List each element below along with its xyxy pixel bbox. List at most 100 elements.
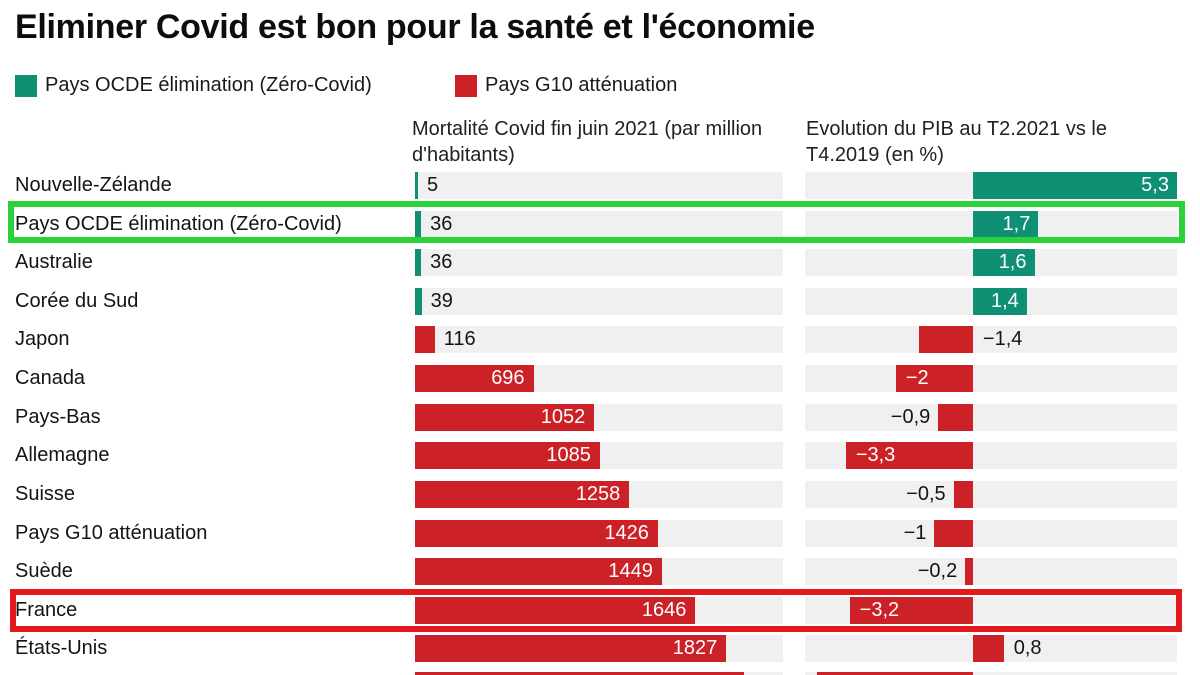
mortality-bar [415,326,435,354]
column-header-mortality: Mortalité Covid fin juin 2021 (par milli… [412,118,763,166]
mortality-track: 1052 [415,403,783,431]
gdp-bar [845,442,973,470]
gdp-track: −3,3 [805,442,1177,470]
mortality-value: 116 [443,328,476,351]
gdp-bar [816,672,973,675]
mortality-track: 5 [415,172,783,199]
gdp-track: 1,7 [805,210,1177,238]
gdp-track: 1,4 [805,287,1177,315]
row-label: France [15,598,78,621]
gdp-track: 1,6 [805,249,1177,277]
mortality-value: 36 [430,212,453,235]
gdp-track: −0,5 [805,480,1177,508]
mortality-track: 1827 [415,635,783,663]
table-row: États-Unis 1827 0,8 [0,629,1200,668]
gdp-value: −1 [903,521,927,544]
gdp-bar [972,287,1027,315]
row-label [15,666,407,675]
mortality-value: 36 [430,251,453,274]
table-row [0,666,1200,675]
table-row: Suisse 1258 −0,5 [0,475,1200,514]
row-label: Japon [15,328,70,351]
mortality-bar [415,480,630,508]
gdp-value: −0,9 [890,405,931,428]
row-label: Canada [15,367,86,390]
mortality-value: 5 [427,174,439,196]
table-row: Pays OCDE élimination (Zéro-Covid) 36 1,7 [0,205,1200,244]
mortality-track: 116 [415,326,783,354]
gdp-value: −2 [905,367,929,390]
table-row: Corée du Sud 39 1,4 [0,282,1200,321]
gdp-value: −1,4 [982,328,1023,351]
table-row: Nouvelle-Zélande 5 5,3 [0,166,1200,205]
table-row: Japon 116 −1,4 [0,320,1200,359]
table-row: Australie 36 1,6 [0,243,1200,282]
gdp-track: −3,2 [805,596,1177,624]
mortality-value: 696 [491,367,525,390]
mortality-bar [415,365,534,393]
row-label: Australie [15,251,93,274]
gdp-bar [849,596,973,624]
gdp-value: −3,2 [859,598,900,621]
mortality-bar [415,596,696,624]
gdp-track: −0,9 [805,403,1177,431]
mortality-bar [415,210,422,238]
gdp-value: −0,5 [906,482,946,505]
mortality-track [415,672,783,675]
mortality-bar [415,672,744,675]
gdp-track [805,672,1177,675]
gdp-bar [965,558,973,586]
gdp-value: 5,3 [1141,174,1169,196]
mortality-value: 1085 [546,444,591,467]
gdp-bar [972,210,1039,238]
legend-label-elimination: Pays OCDE élimination (Zéro-Covid) [45,74,372,96]
gdp-bar [895,365,973,393]
legend-label-attenuation: Pays G10 atténuation [485,74,678,96]
mortality-value: 1449 [608,560,653,583]
legend-item-attenuation: Pays G10 atténuation [455,74,677,97]
red-legend-swatch-icon [455,74,477,97]
mortality-track: 696 [415,365,783,393]
mortality-track: 1085 [415,442,783,470]
row-label: Suisse [15,482,76,505]
gdp-value: 1,6 [998,251,1027,274]
mortality-bar [415,442,600,470]
column-header-gdp: Evolution du PIB au T2.2021 vs le T4.201… [806,118,1107,166]
chart-title: Eliminer Covid est bon pour la santé et … [15,8,815,46]
gdp-value: −3,3 [855,444,896,467]
gdp-track: −1,4 [805,326,1177,354]
gdp-bar [972,249,1035,277]
gdp-track: 5,3 [805,172,1177,199]
gdp-bar [953,480,973,508]
gdp-bar [972,635,1004,663]
mortality-track: 1426 [415,519,783,547]
mortality-track: 39 [415,287,783,315]
mortality-track: 36 [415,210,783,238]
mortality-bar [415,635,727,663]
gdp-bar [918,326,973,354]
table-row: Suède 1449 −0,2 [0,552,1200,591]
gdp-track: 0,8 [805,635,1177,663]
gdp-track: −0,2 [805,558,1177,586]
table-row: Allemagne 1085 −3,3 [0,436,1200,475]
gdp-bar [938,403,973,431]
mortality-bar [415,249,422,277]
mortality-value: 1052 [540,405,586,428]
gdp-value: 0,8 [1013,637,1042,660]
mortality-bar [415,172,418,199]
row-label: États-Unis [15,637,108,660]
mortality-value: 1827 [672,637,718,660]
row-label: Pays G10 atténuation [15,521,208,544]
row-label: Corée du Sud [15,289,139,312]
mortality-value: 1426 [604,521,649,544]
row-label: Suède [15,560,73,583]
mortality-value: 39 [430,289,453,312]
gdp-track: −2 [805,365,1177,393]
mortality-bar [415,558,662,586]
table-row: France 1646 −3,2 [0,591,1200,630]
mortality-value: 1258 [575,482,621,505]
mortality-bar [415,403,595,431]
mortality-track: 1449 [415,558,783,586]
mortality-track: 36 [415,249,783,277]
